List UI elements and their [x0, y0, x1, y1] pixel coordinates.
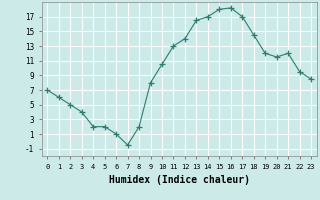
X-axis label: Humidex (Indice chaleur): Humidex (Indice chaleur) — [109, 175, 250, 185]
